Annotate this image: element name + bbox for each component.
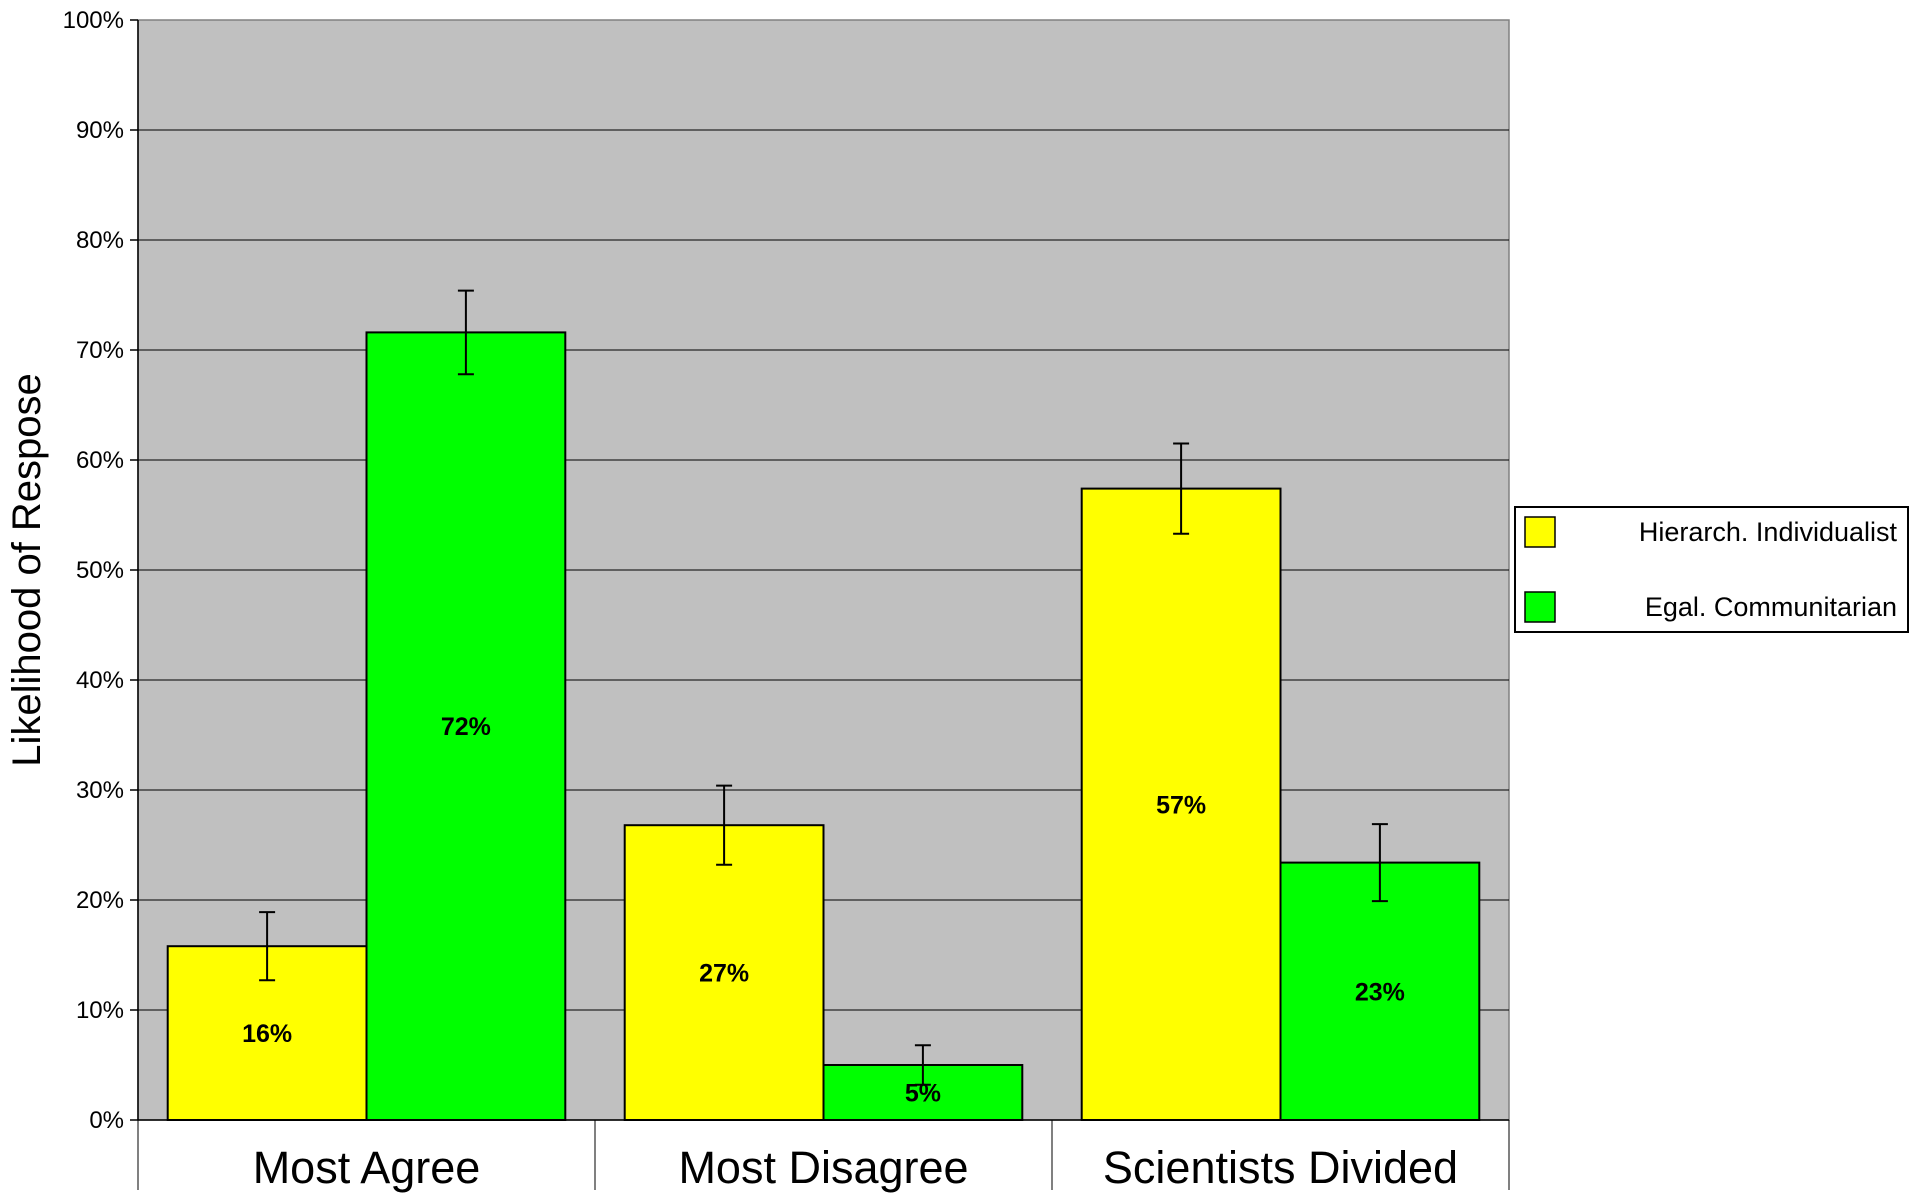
data-label-hierarch-individualist-most-disagree: 27%: [699, 960, 749, 988]
error-bars: [259, 289, 1388, 1086]
y-tick-label: 50%: [76, 557, 124, 584]
bar-hierarch-individualist-most-disagree: [623, 824, 825, 1121]
legend-swatch-egal-communitarian: [1524, 591, 1556, 623]
data-label-egal-communitarian-most-disagree: 5%: [905, 1080, 941, 1108]
data-label-hierarch-individualist-most-agree: 16%: [242, 1020, 292, 1048]
y-tick-label: 70%: [76, 337, 124, 364]
data-label-egal-communitarian-scientists-divided: 23%: [1355, 978, 1405, 1006]
legend-box: [1514, 506, 1909, 633]
bars: [166, 331, 1481, 1122]
y-axis: 0% 10% 20% 30% 40% 50% 60% 70% 80% 90% 100%: [63, 7, 139, 1134]
y-axis-title: Likelihood of Respose: [5, 373, 49, 767]
y-tick-label: 80%: [76, 227, 124, 254]
y-tick-label: 10%: [76, 997, 124, 1024]
data-label-hierarch-individualist-scientists-divided: 57%: [1156, 791, 1206, 819]
category-label-scientists-divided: Scientists Divided: [1103, 1142, 1458, 1193]
category-label-most-disagree: Most Disagree: [678, 1142, 968, 1193]
category-label-most-agree: Most Agree: [253, 1142, 481, 1193]
legend-label-egal-communitarian: Egal. Communitarian: [1645, 592, 1897, 622]
legend: Hierarch. Individualist Egal. Communitar…: [1514, 506, 1909, 633]
legend-swatch-hierarch-individualist: [1524, 516, 1556, 548]
y-tick-label: 30%: [76, 777, 124, 804]
y-tick-label: 60%: [76, 447, 124, 474]
y-tick-label: 40%: [76, 667, 124, 694]
y-tick-label: 100%: [63, 7, 124, 34]
bar-hierarch-individualist-scientists-divided: [1080, 487, 1282, 1122]
y-tick-label: 90%: [76, 117, 124, 144]
legend-label-hierarch-individualist: Hierarch. Individualist: [1639, 517, 1898, 547]
x-axis: Most Agree Most Disagree Scientists Divide…: [137, 1119, 1510, 1193]
bar-egal-communitarian-scientists-divided: [1279, 861, 1481, 1121]
bar-egal-communitarian-most-agree: [365, 331, 567, 1121]
y-tick-label: 0%: [89, 1107, 124, 1134]
data-label-egal-communitarian-most-agree: 72%: [441, 713, 491, 741]
y-tick-label: 20%: [76, 887, 124, 914]
data-labels: 16% 27% 57% 72% 5% 23%: [242, 713, 1405, 1107]
